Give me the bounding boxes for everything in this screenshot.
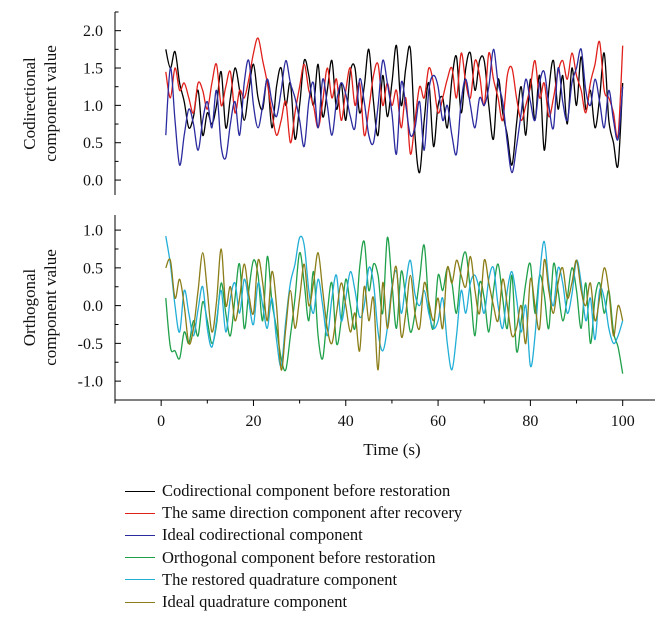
legend-item: The same direction component after recov… [125,502,645,524]
legend-item: The restored quadrature component [125,569,645,591]
legend-item: Ideal quadrature component [125,591,645,613]
y-tick-label: 1.0 [83,223,103,240]
y-tick-label: 0.5 [83,135,103,152]
legend-item: Orthogonal component before restoration [125,547,645,569]
legend-label: The same direction component after recov… [162,503,463,523]
y-tick-label: -0.5 [78,336,103,353]
y-axis-label: Orthogonal [20,269,39,347]
x-tick-label: 20 [245,413,261,430]
legend-label: Ideal quadrature component [162,592,348,612]
x-axis-label: Time (s) [363,440,420,459]
y-axis-label: Codirectional [20,57,39,150]
x-tick-label: 40 [338,413,354,430]
legend-swatch [125,490,155,492]
legend-swatch [125,601,155,603]
legend-label: Orthogonal component before restoration [162,547,436,567]
legend: Codirectional component before restorati… [125,480,645,613]
x-tick-label: 100 [611,413,635,430]
y-tick-label: 2.0 [83,23,103,40]
legend-label: The restored quadrature component [162,569,398,589]
y-tick-label: 1.0 [83,98,103,115]
legend-swatch [125,534,155,536]
series-line [165,236,624,374]
legend-label: Ideal codirectional component [162,525,363,545]
y-axis-label: component value [41,249,60,366]
y-tick-label: 0.5 [83,260,103,277]
x-tick-label: 0 [157,413,165,430]
y-axis-label: component value [41,45,60,162]
y-tick-label: 0.0 [83,173,103,190]
series-line [165,37,624,155]
legend-swatch [125,579,155,581]
legend-swatch [125,512,155,514]
y-tick-label: 1.5 [83,61,103,78]
y-tick-label: 0.0 [83,298,103,315]
series-line [165,248,624,371]
series-line [165,48,624,174]
x-tick-label: 60 [430,413,446,430]
legend-swatch [125,557,155,559]
x-tick-label: 80 [522,413,538,430]
legend-item: Ideal codirectional component [125,524,645,546]
legend-label: Codirectional component before restorati… [162,481,451,501]
y-tick-label: -1.0 [78,374,103,391]
legend-item: Codirectional component before restorati… [125,480,645,502]
